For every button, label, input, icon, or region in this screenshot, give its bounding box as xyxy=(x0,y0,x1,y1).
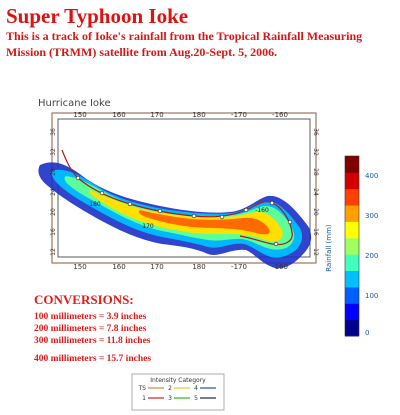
colorbar-segment xyxy=(345,205,359,222)
colorbar-ticks: 400 300 200 100 0 xyxy=(365,172,378,337)
top-tick-label: 160 xyxy=(112,111,125,119)
colorbar-tick-label: 0 xyxy=(365,329,369,337)
map-top-ticks: 150 160 170 180 -170 -160 xyxy=(73,111,288,119)
colorbar-border xyxy=(344,155,360,337)
right-tick-label: 28 xyxy=(312,168,319,176)
map-right-ticks: 36 32 28 24 20 16 12 xyxy=(312,128,319,256)
top-tick-label: -160 xyxy=(272,111,288,119)
colorbar-segment xyxy=(345,270,359,288)
intensity-item-label: TS xyxy=(138,385,147,392)
left-tick-label: 28 xyxy=(50,168,57,176)
right-tick-label: 24 xyxy=(312,188,319,196)
colorbar-segment xyxy=(345,237,359,255)
intensity-item-label: 4 xyxy=(194,385,198,392)
colorbar-segment xyxy=(345,172,359,190)
intensity-item-label: 2 xyxy=(168,385,172,392)
colorbar-segment xyxy=(345,221,359,239)
colorbar-segment xyxy=(345,319,359,337)
map-left-ticks: 36 32 28 24 20 16 12 xyxy=(50,128,57,256)
swath-max xyxy=(138,210,270,235)
colorbar-segment xyxy=(345,156,359,173)
colorbar-label: Rainfall (mm) xyxy=(325,224,333,272)
conversion-line: 200 millimeters = 7.8 inches xyxy=(34,324,147,334)
right-tick-label: 36 xyxy=(312,128,319,136)
top-tick-label: 180 xyxy=(192,111,205,119)
colorbar-tick-label: 400 xyxy=(365,172,378,180)
right-tick-label: 12 xyxy=(312,248,319,256)
conversions-panel: CONVERSIONS: 100 millimeters = 3.9 inche… xyxy=(34,292,234,365)
bottom-tick-label: 170 xyxy=(150,263,163,271)
intensity-legend-title: Intensity Category xyxy=(150,377,206,384)
colorbar-segment xyxy=(345,188,359,206)
intensity-legend-items: TS 2 4 1 3 5 xyxy=(138,385,216,402)
top-tick-label: 150 xyxy=(73,111,86,119)
colorbar-segment xyxy=(345,254,359,272)
intensity-item-label: 1 xyxy=(142,395,146,402)
map-interior-labels: 180 -160 170 xyxy=(89,201,269,230)
colorbar-segment xyxy=(345,286,359,304)
conversions-heading: CONVERSIONS: xyxy=(34,292,134,307)
right-tick-label: 16 xyxy=(312,228,319,236)
left-tick-label: 36 xyxy=(50,128,57,136)
colorbar-tick-label: 300 xyxy=(365,212,378,220)
colorbar-tick-label: 200 xyxy=(365,252,378,260)
intensity-item-label: 3 xyxy=(168,395,172,402)
left-tick-label: 24 xyxy=(50,188,57,196)
conversion-line: 400 millimeters = 15.7 inches xyxy=(34,354,152,364)
top-tick-label: -170 xyxy=(231,111,247,119)
left-tick-label: 32 xyxy=(50,148,57,156)
track-markers xyxy=(75,175,293,247)
conversion-line: 100 millimeters = 3.9 inches xyxy=(34,312,147,322)
right-tick-label: 20 xyxy=(312,208,319,216)
left-tick-label: 12 xyxy=(50,248,57,256)
left-tick-label: 20 xyxy=(50,208,57,216)
colorbar xyxy=(344,155,360,337)
top-tick-label: 170 xyxy=(150,111,163,119)
colorbar-tick-label: 100 xyxy=(365,292,378,300)
interior-label: -160 xyxy=(255,207,269,214)
colorbar-segment xyxy=(345,303,359,321)
bottom-tick-label: -160 xyxy=(272,263,288,271)
bottom-tick-label: 160 xyxy=(112,263,125,271)
map-bottom-ticks: 150 160 170 180 -170 -160 xyxy=(73,263,288,271)
conversion-line: 300 millimeters = 11.8 inches xyxy=(34,336,151,346)
intensity-legend-box xyxy=(131,373,225,411)
right-tick-label: 32 xyxy=(312,148,319,156)
interior-label: 170 xyxy=(142,223,154,230)
bottom-tick-label: 150 xyxy=(73,263,86,271)
map-label: Hurricane Ioke xyxy=(38,98,111,109)
bottom-tick-label: -170 xyxy=(231,263,247,271)
left-tick-label: 16 xyxy=(50,228,57,236)
page-title: Super Typhoon Ioke xyxy=(6,4,189,28)
bottom-tick-label: 180 xyxy=(192,263,205,271)
page-subtitle: This is a track of Ioke's rainfall from … xyxy=(6,29,363,59)
interior-label: 180 xyxy=(89,201,101,208)
intensity-item-label: 5 xyxy=(194,395,198,402)
